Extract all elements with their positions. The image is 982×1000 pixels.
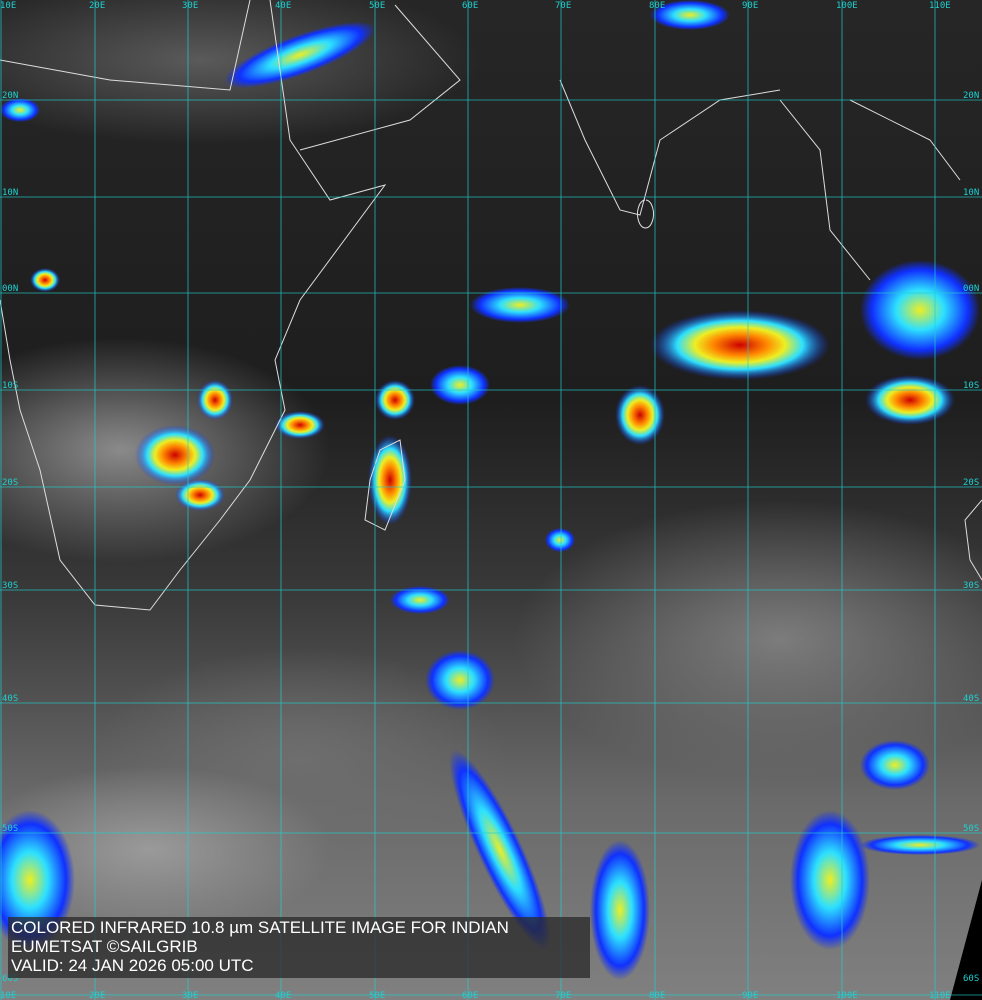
caption-valid-time: VALID: 24 JAN 2026 05:00 UTC bbox=[11, 956, 254, 975]
longitude-label: 40E bbox=[275, 991, 291, 1000]
no-data-corner bbox=[950, 880, 982, 1000]
longitude-label: 30E bbox=[182, 991, 198, 1000]
longitude-label: 90E bbox=[742, 1, 758, 11]
coastlines bbox=[0, 0, 982, 611]
latitude-label: 00N bbox=[2, 284, 18, 294]
latitude-label: 60S bbox=[2, 974, 18, 984]
latitude-label: 20N bbox=[2, 91, 18, 101]
longitude-label: 70E bbox=[555, 1, 571, 11]
longitude-label: 50E bbox=[369, 1, 385, 11]
longitude-label: 100E bbox=[836, 991, 858, 1000]
longitude-label: 70E bbox=[555, 991, 571, 1000]
longitude-label: 10E bbox=[0, 991, 16, 1000]
longitude-label: 10E bbox=[0, 1, 16, 11]
longitude-label: 20E bbox=[89, 1, 105, 11]
latitude-label: 20N bbox=[963, 91, 979, 101]
caption-title: COLORED INFRARED 10.8 µm SATELLITE IMAGE… bbox=[11, 918, 509, 937]
latitude-label: 00N bbox=[963, 284, 979, 294]
latitude-label: 60S bbox=[963, 974, 979, 984]
longitude-label: 110E bbox=[929, 1, 951, 11]
latitude-label: 50S bbox=[2, 824, 18, 834]
longitude-label: 60E bbox=[462, 1, 478, 11]
latitude-label: 10N bbox=[2, 188, 18, 198]
longitude-label: 100E bbox=[836, 1, 858, 11]
latitude-label: 50S bbox=[963, 824, 979, 834]
latitude-label: 40S bbox=[2, 694, 18, 704]
longitude-label: 90E bbox=[742, 991, 758, 1000]
latitude-label: 40S bbox=[963, 694, 979, 704]
image-caption: COLORED INFRARED 10.8 µm SATELLITE IMAGE… bbox=[8, 917, 590, 978]
latitude-label: 20S bbox=[2, 478, 18, 488]
longitude-label: 60E bbox=[462, 991, 478, 1000]
caption-source: EUMETSAT ©SAILGRIB bbox=[11, 937, 198, 956]
latitude-label: 20S bbox=[963, 478, 979, 488]
longitude-label: 40E bbox=[275, 1, 291, 11]
longitude-label: 20E bbox=[89, 991, 105, 1000]
latitude-label: 30S bbox=[963, 581, 979, 591]
longitude-label: 50E bbox=[369, 991, 385, 1000]
longitude-label: 80E bbox=[649, 1, 665, 11]
latitude-label: 10S bbox=[2, 381, 18, 391]
latitude-label: 30S bbox=[2, 581, 18, 591]
storm-clouds bbox=[0, 0, 980, 980]
latitude-label: 10S bbox=[963, 381, 979, 391]
latitude-label: 10N bbox=[963, 188, 979, 198]
longitude-label: 80E bbox=[649, 991, 665, 1000]
longitude-label: 30E bbox=[182, 1, 198, 11]
longitude-label: 110E bbox=[929, 991, 951, 1000]
